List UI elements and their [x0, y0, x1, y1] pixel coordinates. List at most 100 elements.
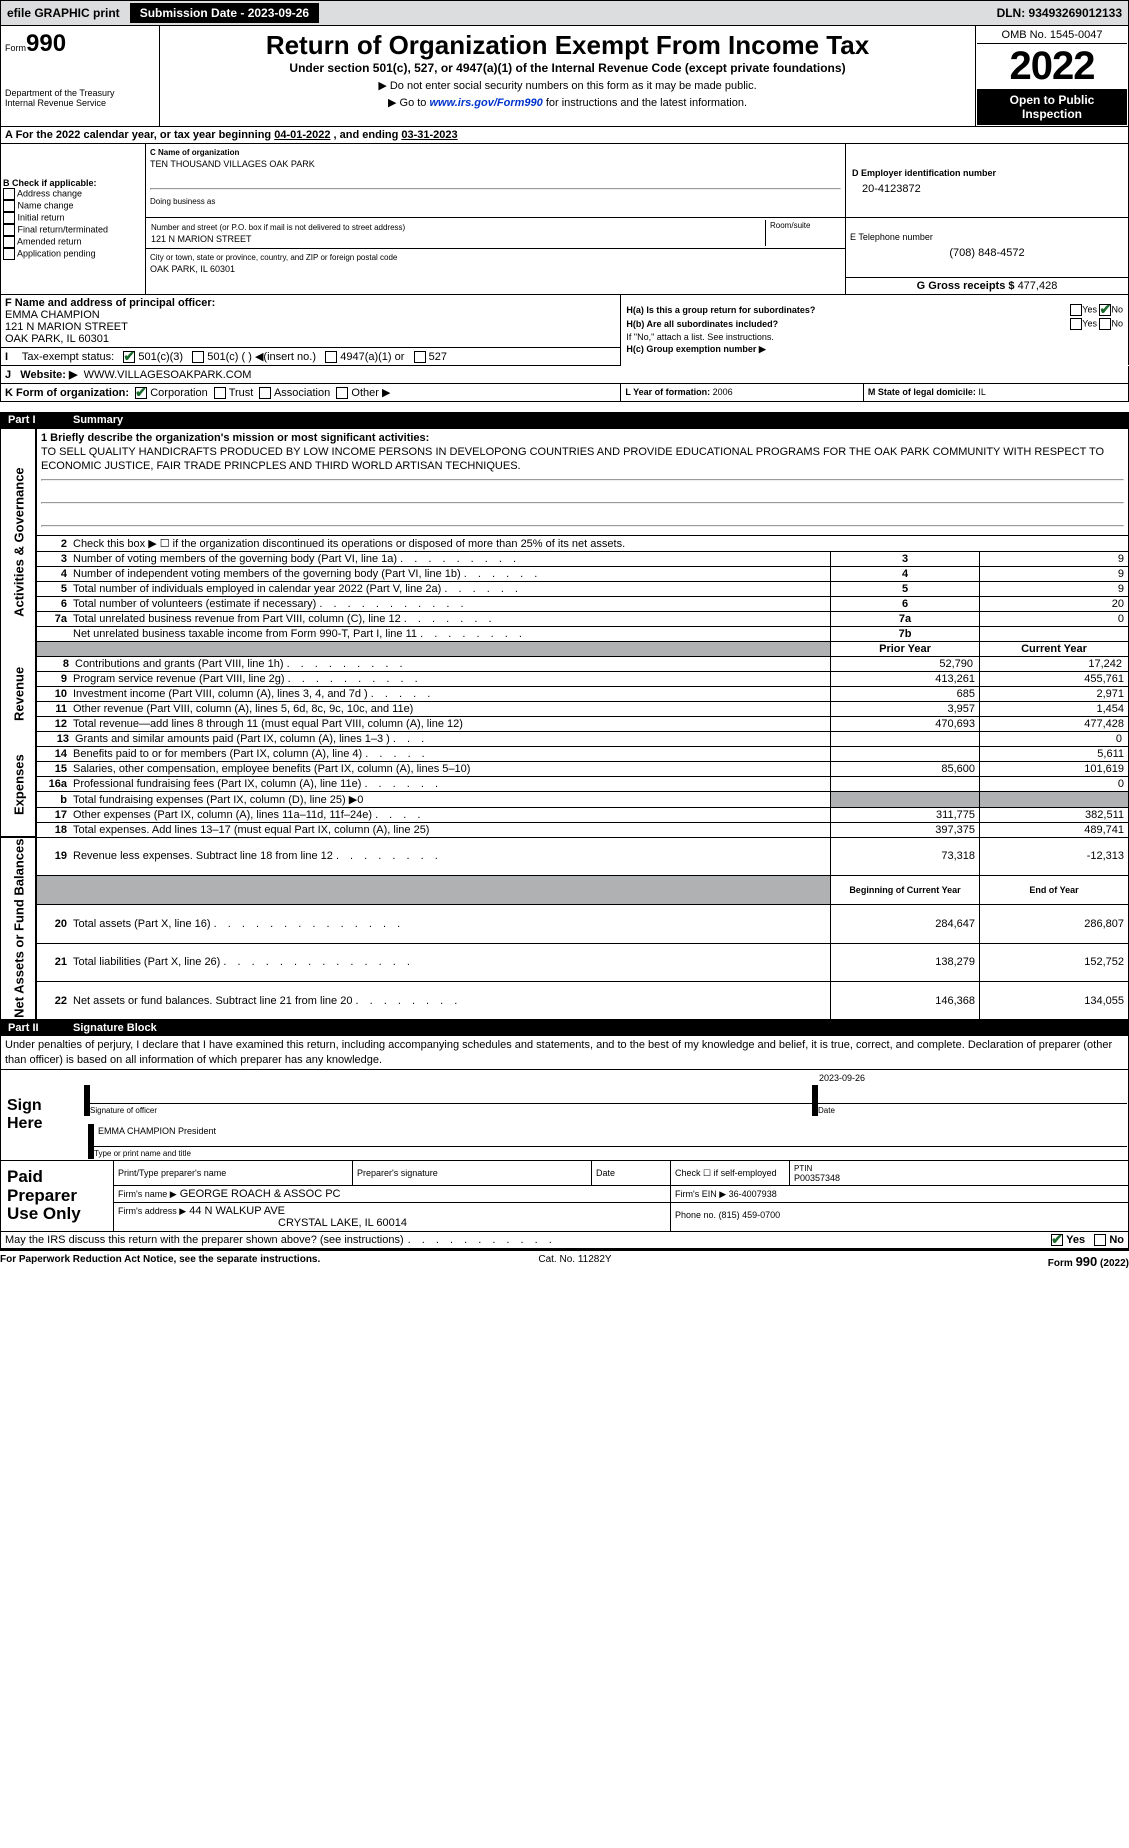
subtitle-2: ▶ Do not enter social security numbers o… [170, 79, 965, 92]
l12-c: 477,428 [980, 716, 1129, 731]
city: OAK PARK, IL 60301 [150, 264, 235, 274]
l12-label: Total revenue—add lines 8 through 11 (mu… [73, 718, 463, 730]
l9-c: 455,761 [980, 671, 1129, 686]
paid-preparer-label: Paid Preparer Use Only [1, 1161, 114, 1232]
box-k-label: K Form of organization: [5, 387, 129, 399]
l17-p: 311,775 [831, 807, 980, 822]
officer-street: 121 N MARION STREET [5, 321, 128, 333]
l3-val: 9 [980, 551, 1129, 566]
chk-discuss-no[interactable] [1094, 1234, 1106, 1246]
chk-501c3[interactable] [123, 351, 135, 363]
h-b: H(b) Are all subordinates included? [626, 319, 778, 329]
l9-p: 413,261 [831, 671, 980, 686]
phone-val: (815) 459-0700 [719, 1210, 781, 1220]
box-e-label: E Telephone number [850, 232, 933, 242]
chk-amended-return[interactable] [3, 236, 15, 248]
chk-trust[interactable] [214, 387, 226, 399]
box-m-label: M State of legal domicile: [868, 387, 979, 397]
l3-label: Number of voting members of the governin… [73, 553, 397, 565]
irs-link[interactable]: www.irs.gov/Form990 [429, 97, 542, 109]
l13-p [831, 731, 980, 746]
l21-c: 152,752 [980, 943, 1129, 981]
street-label: Number and street (or P.O. box if mail i… [151, 223, 405, 232]
ptin-label: PTIN [794, 1164, 812, 1173]
l14-c: 5,611 [980, 746, 1129, 761]
chk-ha-yes[interactable] [1070, 304, 1082, 316]
l19-c: -12,313 [980, 837, 1129, 875]
l7b-label: Net unrelated business taxable income fr… [73, 628, 417, 640]
l15-p: 85,600 [831, 761, 980, 776]
l20-p: 284,647 [831, 905, 980, 943]
part2-bar: Part II Signature Block [0, 1020, 1129, 1036]
l19-label: Revenue less expenses. Subtract line 18 … [73, 850, 333, 862]
l22-c: 134,055 [980, 981, 1129, 1020]
l16a-label: Professional fundraising fees (Part IX, … [73, 778, 361, 790]
l11-p: 3,957 [831, 701, 980, 716]
l10-p: 685 [831, 686, 980, 701]
chk-name-change[interactable] [3, 200, 15, 212]
l4-label: Number of independent voting members of … [73, 568, 461, 580]
officer-city: OAK PARK, IL 60301 [5, 333, 109, 345]
l11-label: Other revenue (Part VIII, column (A), li… [73, 703, 413, 715]
firm-addr-label: Firm's address ▶ [118, 1206, 186, 1216]
l7a-val: 0 [980, 611, 1129, 626]
chk-initial-return[interactable] [3, 212, 15, 224]
box-f-label: F Name and address of principal officer: [5, 297, 215, 309]
chk-assoc[interactable] [259, 387, 271, 399]
chk-527[interactable] [414, 351, 426, 363]
prep-selfemp: Check ☐ if self-employed [671, 1161, 790, 1186]
ptin-val: P00357348 [794, 1173, 840, 1183]
l8-label: Contributions and grants (Part VIII, lin… [75, 658, 284, 670]
omb-number: OMB No. 1545-0047 [977, 27, 1127, 44]
col-current: Current Year [980, 641, 1129, 656]
l11-c: 1,454 [980, 701, 1129, 716]
chk-4947[interactable] [325, 351, 337, 363]
col-prior: Prior Year [831, 641, 980, 656]
firm-name: GEORGE ROACH & ASSOC PC [180, 1188, 341, 1200]
box-b-label: B Check if applicable: [3, 178, 97, 188]
subtitle-1: Under section 501(c), 527, or 4947(a)(1)… [170, 61, 965, 75]
l16b-label: Total fundraising expenses (Part IX, col… [73, 794, 363, 806]
chk-hb-no[interactable] [1099, 318, 1111, 330]
chk-501c[interactable] [192, 351, 204, 363]
chk-ha-no[interactable] [1099, 304, 1111, 316]
l10-c: 2,971 [980, 686, 1129, 701]
l17-c: 382,511 [980, 807, 1129, 822]
box-g-label: G Gross receipts $ [917, 280, 1018, 292]
prep-name-header: Print/Type preparer's name [114, 1161, 353, 1186]
l4-val: 9 [980, 566, 1129, 581]
chk-final-return[interactable] [3, 224, 15, 236]
discuss-text: May the IRS discuss this return with the… [5, 1234, 404, 1246]
l14-p [831, 746, 980, 761]
row-a-tax-year: A For the 2022 calendar year, or tax yea… [0, 127, 1129, 144]
room-suite-label: Room/suite [766, 220, 842, 246]
mission-label: 1 Briefly describe the organization's mi… [41, 432, 429, 444]
subtitle-3: ▶ Go to www.irs.gov/Form990 for instruct… [170, 96, 965, 109]
website-url: WWW.VILLAGESOAKPARK.COM [84, 369, 252, 381]
l12-p: 470,693 [831, 716, 980, 731]
ein: 20-4123872 [852, 179, 1122, 195]
l22-label: Net assets or fund balances. Subtract li… [73, 995, 352, 1007]
l5-val: 9 [980, 581, 1129, 596]
form-number: Form990 [5, 30, 155, 58]
chk-other[interactable] [336, 387, 348, 399]
sign-date: 2023-09-26 [815, 1071, 1127, 1085]
gross-receipts: 477,428 [1018, 280, 1058, 292]
officer-name: EMMA CHAMPION [5, 309, 100, 321]
chk-discuss-yes[interactable] [1051, 1234, 1063, 1246]
l7a-label: Total unrelated business revenue from Pa… [73, 613, 401, 625]
chk-application-pending[interactable] [3, 248, 15, 260]
h-c: H(c) Group exemption number ▶ [626, 344, 765, 354]
chk-corp[interactable] [135, 387, 147, 399]
side-label-balances: Net Assets or Fund Balances [1, 837, 37, 1020]
l18-c: 489,741 [980, 822, 1129, 837]
submission-date-button[interactable]: Submission Date - 2023-09-26 [130, 3, 319, 23]
mission-text: TO SELL QUALITY HANDICRAFTS PRODUCED BY … [41, 446, 1104, 472]
form-title: Return of Organization Exempt From Incom… [170, 30, 965, 61]
side-label-governance: Activities & Governance [1, 428, 37, 656]
chk-hb-yes[interactable] [1070, 318, 1082, 330]
sig-officer-label: Signature of officer [90, 1106, 157, 1115]
box-c-label: C Name of organization [150, 148, 239, 157]
l7b-val [980, 626, 1129, 641]
chk-address-change[interactable] [3, 188, 15, 200]
